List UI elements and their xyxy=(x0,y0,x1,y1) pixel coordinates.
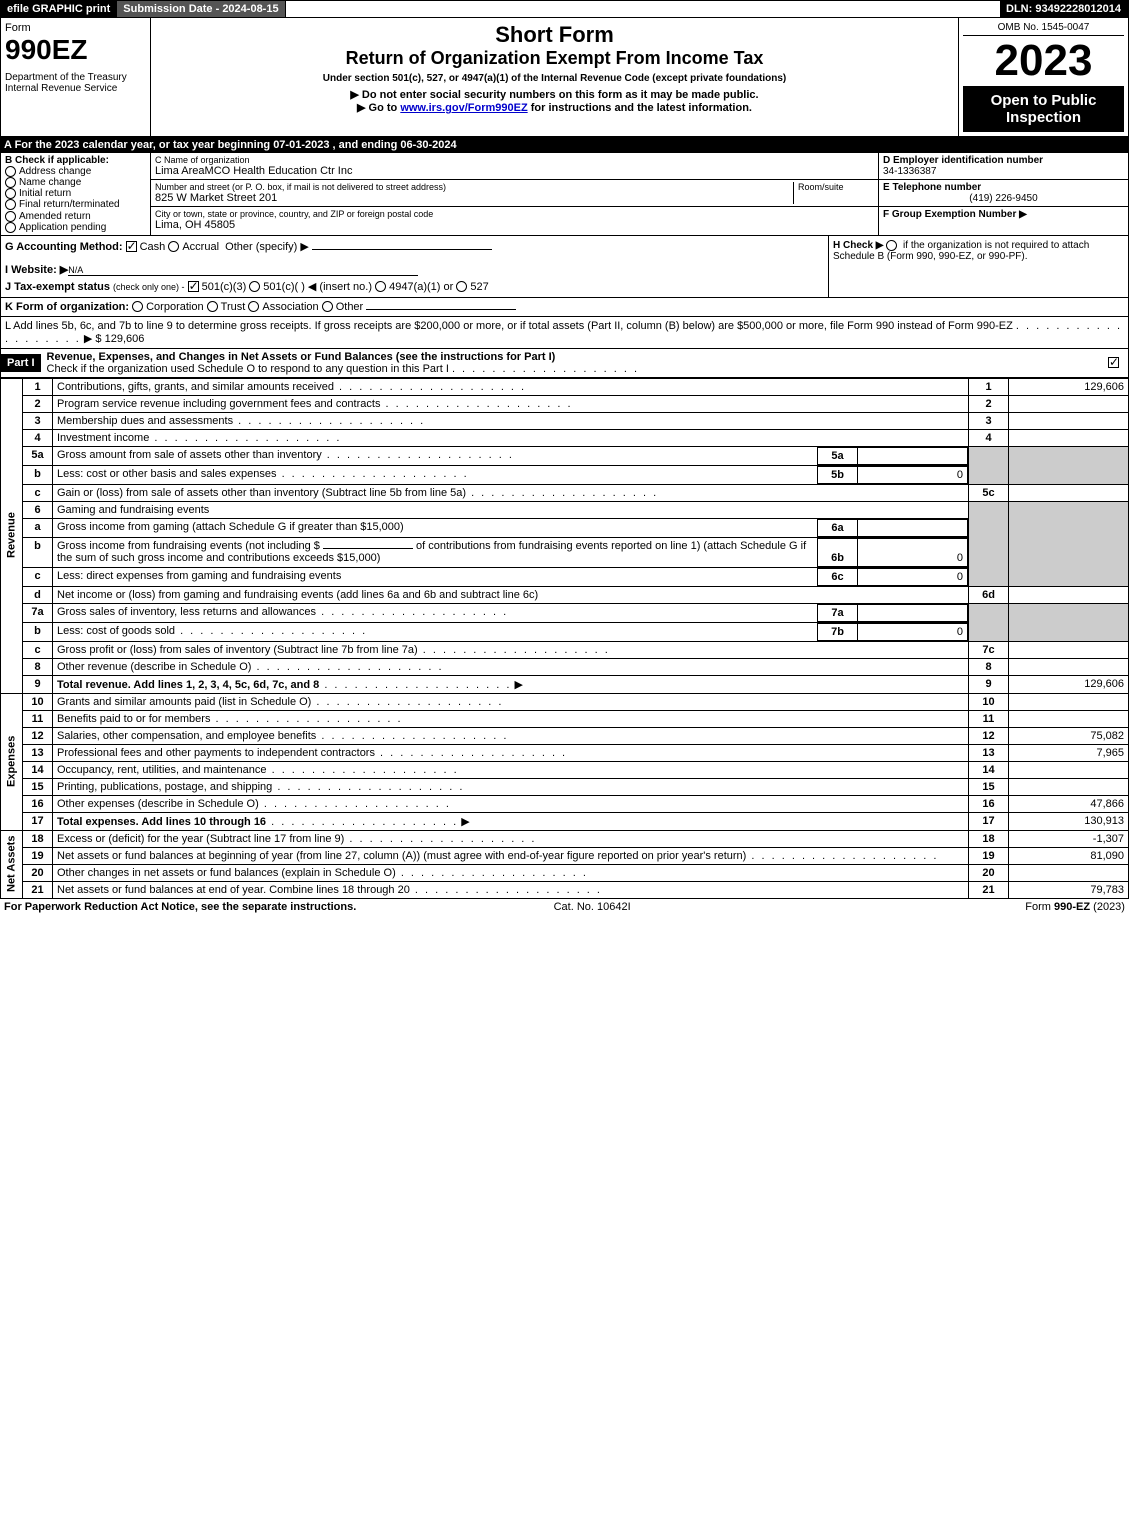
chk-cash[interactable] xyxy=(126,241,137,252)
section-def: D Employer identification number 34-1336… xyxy=(878,153,1128,235)
chk-amended-return[interactable] xyxy=(5,211,16,222)
part1-badge: Part I xyxy=(1,354,41,372)
chk-name-change[interactable] xyxy=(5,177,16,188)
part1-header: Part I Revenue, Expenses, and Changes in… xyxy=(0,349,1129,378)
section-bcdef: B Check if applicable: Address change Na… xyxy=(0,153,1129,236)
ein-value: 34-1336387 xyxy=(883,166,1124,177)
part1-table: Revenue 1 Contributions, gifts, grants, … xyxy=(0,378,1129,899)
form-note-2: ▶ Go to www.irs.gov/Form990EZ for instru… xyxy=(155,101,954,114)
gross-receipts-amount: ▶ $ 129,606 xyxy=(84,333,144,345)
chk-address-change[interactable] xyxy=(5,166,16,177)
section-gh: G Accounting Method: Cash Accrual Other … xyxy=(0,236,1129,298)
net-assets-label: Net Assets xyxy=(1,830,23,898)
line18-amount: -1,307 xyxy=(1009,830,1129,847)
form-title: Return of Organization Exempt From Incom… xyxy=(155,48,954,69)
submission-date-button[interactable]: Submission Date - 2024-08-15 xyxy=(117,1,285,17)
chk-application-pending[interactable] xyxy=(5,222,16,233)
line12-amount: 75,082 xyxy=(1009,727,1129,744)
section-k: K Form of organization: Corporation Trus… xyxy=(0,298,1129,317)
org-street: 825 W Market Street 201 xyxy=(155,192,789,204)
section-b: B Check if applicable: Address change Na… xyxy=(1,153,151,235)
omb-number: OMB No. 1545-0047 xyxy=(963,22,1124,36)
chk-schedule-b[interactable] xyxy=(886,240,897,251)
form-header: Form 990EZ Department of the Treasury In… xyxy=(0,18,1129,137)
line19-amount: 81,090 xyxy=(1009,847,1129,864)
chk-schedule-o[interactable] xyxy=(1108,357,1119,368)
chk-501c[interactable] xyxy=(249,281,260,292)
dept-label: Department of the Treasury xyxy=(5,72,146,83)
chk-initial-return[interactable] xyxy=(5,188,16,199)
dln-label: DLN: 93492228012014 xyxy=(1000,1,1128,17)
chk-final-return[interactable] xyxy=(5,199,16,210)
expenses-label: Expenses xyxy=(1,693,23,830)
group-exemption-label: F Group Exemption Number ▶ xyxy=(883,209,1124,220)
chk-other-org[interactable] xyxy=(322,301,333,312)
room-suite-label: Room/suite xyxy=(794,182,874,204)
chk-4947[interactable] xyxy=(375,281,386,292)
chk-association[interactable] xyxy=(248,301,259,312)
line21-amount: 79,783 xyxy=(1009,881,1129,898)
website-value: N/A xyxy=(68,265,418,276)
form-number: 990EZ xyxy=(5,34,146,66)
tax-year: 2023 xyxy=(963,36,1124,86)
footer-cat: Cat. No. 10642I xyxy=(554,901,631,913)
section-l: L Add lines 5b, 6c, and 7b to line 9 to … xyxy=(0,317,1129,349)
form-subtitle: Under section 501(c), 527, or 4947(a)(1)… xyxy=(155,73,954,84)
chk-accrual[interactable] xyxy=(168,241,179,252)
chk-501c3[interactable] xyxy=(188,281,199,292)
chk-trust[interactable] xyxy=(207,301,218,312)
section-c: C Name of organization Lima AreaMCO Heal… xyxy=(151,153,878,235)
irs-label: Internal Revenue Service xyxy=(5,83,146,94)
chk-corporation[interactable] xyxy=(132,301,143,312)
revenue-label: Revenue xyxy=(1,378,23,693)
open-public-badge: Open to Public Inspection xyxy=(963,86,1124,132)
page-footer: For Paperwork Reduction Act Notice, see … xyxy=(0,899,1129,915)
footer-left: For Paperwork Reduction Act Notice, see … xyxy=(4,901,356,913)
chk-527[interactable] xyxy=(456,281,467,292)
footer-form: Form 990-EZ (2023) xyxy=(1025,901,1125,913)
section-a: A For the 2023 calendar year, or tax yea… xyxy=(0,137,1129,153)
efile-print-button[interactable]: efile GRAPHIC print xyxy=(1,1,117,17)
total-revenue: 129,606 xyxy=(1009,675,1129,693)
line1-amount: 129,606 xyxy=(1009,378,1129,395)
form-word: Form xyxy=(5,22,146,34)
top-bar: efile GRAPHIC print Submission Date - 20… xyxy=(0,0,1129,18)
short-form-title: Short Form xyxy=(155,22,954,48)
total-expenses: 130,913 xyxy=(1009,812,1129,830)
telephone-value: (419) 226-9450 xyxy=(883,193,1124,204)
line13-amount: 7,965 xyxy=(1009,744,1129,761)
line16-amount: 47,866 xyxy=(1009,795,1129,812)
org-city: Lima, OH 45805 xyxy=(155,219,874,231)
irs-link[interactable]: www.irs.gov/Form990EZ xyxy=(400,102,527,114)
form-note-1: ▶ Do not enter social security numbers o… xyxy=(155,88,954,101)
org-name: Lima AreaMCO Health Education Ctr Inc xyxy=(155,165,874,177)
